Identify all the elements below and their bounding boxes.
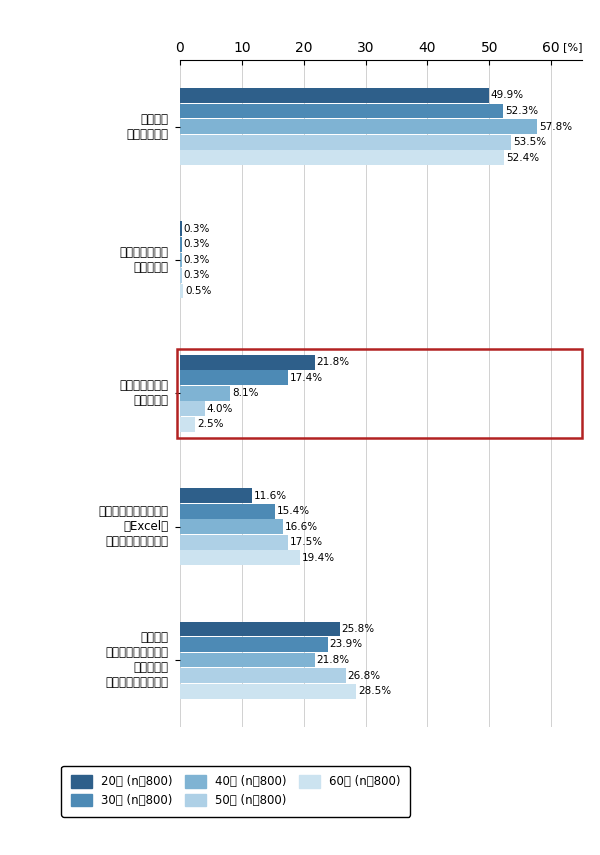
Text: 15.4%: 15.4% [277, 506, 310, 516]
Text: 57.8%: 57.8% [539, 121, 572, 132]
Text: 21.8%: 21.8% [317, 655, 350, 665]
Text: 16.6%: 16.6% [284, 522, 317, 532]
Text: 0.3%: 0.3% [184, 255, 210, 265]
Text: 52.3%: 52.3% [505, 106, 538, 116]
Text: 0.3%: 0.3% [184, 224, 210, 233]
Bar [180, 622, 340, 636]
Text: 19.4%: 19.4% [302, 553, 335, 563]
Bar [180, 237, 182, 251]
Bar [180, 135, 511, 150]
Bar [180, 370, 287, 385]
Bar [180, 103, 503, 118]
Bar [180, 268, 182, 283]
Text: 0.3%: 0.3% [184, 270, 210, 280]
Bar [180, 221, 182, 236]
Bar [180, 150, 504, 165]
Bar [180, 402, 205, 416]
Bar [180, 88, 488, 103]
Bar [180, 504, 275, 518]
Bar [180, 355, 315, 369]
Text: 25.8%: 25.8% [341, 624, 374, 634]
Text: 2.5%: 2.5% [197, 420, 224, 429]
Text: 23.9%: 23.9% [329, 640, 363, 650]
Legend: 20代 (n＝800), 30代 (n＝800), 40代 (n＝800), 50代 (n＝800), 60代 (n＝800): 20代 (n＝800), 30代 (n＝800), 40代 (n＝800), 5… [61, 766, 410, 817]
Bar [180, 119, 538, 134]
Bar [180, 488, 252, 503]
Text: 21.8%: 21.8% [317, 357, 350, 367]
Text: [%]: [%] [563, 43, 582, 52]
Bar [180, 284, 183, 298]
Text: 52.4%: 52.4% [506, 153, 539, 162]
Text: 8.1%: 8.1% [232, 388, 259, 398]
Text: 17.4%: 17.4% [289, 373, 323, 383]
Bar [180, 551, 300, 565]
Bar [180, 252, 182, 268]
Bar [180, 535, 288, 550]
Text: 11.6%: 11.6% [254, 491, 287, 500]
Bar [180, 386, 230, 401]
Text: 28.5%: 28.5% [358, 687, 391, 696]
Bar [180, 652, 315, 668]
Bar [180, 669, 346, 683]
Bar [180, 519, 283, 534]
Text: 17.5%: 17.5% [290, 537, 323, 547]
Bar [180, 684, 356, 699]
Text: 53.5%: 53.5% [513, 137, 546, 147]
Bar [180, 637, 328, 652]
Bar [180, 417, 196, 432]
Text: 0.5%: 0.5% [185, 286, 211, 296]
Text: 49.9%: 49.9% [490, 91, 524, 100]
Text: 0.3%: 0.3% [184, 239, 210, 250]
Text: 26.8%: 26.8% [347, 670, 381, 681]
Text: 4.0%: 4.0% [206, 404, 233, 414]
